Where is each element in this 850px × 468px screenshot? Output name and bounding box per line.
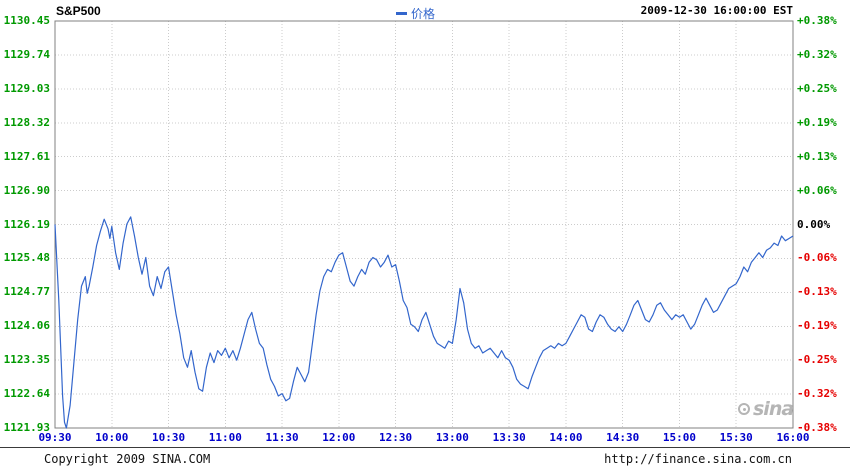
x-axis-label-time: 11:00 [208, 431, 242, 444]
y-axis-label-percent: +0.19% [797, 115, 837, 129]
x-axis-label-time: 15:00 [662, 431, 697, 444]
x-axis-label-time: 15:30 [719, 431, 753, 444]
sina-watermark-text: sina [753, 398, 794, 420]
x-axis-label-time: 13:30 [492, 431, 526, 444]
y-axis-label-price: 1125.48 [3, 251, 50, 265]
y-axis-label-percent: +0.13% [797, 149, 837, 163]
x-axis-label-time: 14:00 [549, 431, 583, 444]
x-axis-label-time: 11:30 [265, 431, 299, 444]
sina-watermark: sina [738, 398, 794, 420]
footer: Copyright 2009 SINA.COM http://finance.s… [0, 447, 850, 466]
y-axis-label-price: 1128.32 [3, 115, 50, 129]
x-axis-label-time: 12:30 [379, 431, 413, 444]
y-axis-label-percent: +0.06% [797, 183, 837, 197]
x-axis-label-time: 14:30 [606, 431, 640, 444]
timestamp-label: 2009-12-30 16:00:00 EST [640, 4, 793, 17]
y-axis-label-price: 1124.06 [3, 319, 50, 333]
y-axis-label-percent: -0.19% [797, 319, 837, 333]
y-axis-label-price: 1129.74 [3, 47, 50, 61]
y-axis-label-price: 1130.45 [3, 14, 50, 27]
price-line [54, 216, 794, 429]
y-axis-label-percent: -0.38% [797, 421, 837, 434]
y-axis-label-price: 1121.93 [3, 421, 50, 434]
y-axis-label-percent: -0.25% [797, 353, 837, 367]
legend-label: 价格 [411, 7, 436, 21]
y-axis-label-percent: -0.13% [797, 285, 837, 299]
y-axis-label-percent: +0.25% [797, 81, 837, 95]
copyright-text: Copyright 2009 SINA.COM [44, 452, 211, 466]
y-axis-label-price: 1126.19 [3, 217, 50, 231]
y-axis-label-percent: +0.38% [797, 14, 837, 27]
y-axis-label-percent: -0.32% [797, 387, 837, 401]
y-axis-label-price: 1126.90 [3, 183, 50, 197]
y-axis-label-price: 1129.03 [3, 81, 50, 95]
sina-eye-icon [738, 403, 750, 415]
symbol-label: S&P500 [56, 4, 101, 18]
y-axis-label-price: 1124.77 [3, 285, 50, 299]
y-axis-label-price: 1122.64 [3, 387, 50, 401]
y-axis-label-percent: 0.00% [797, 217, 831, 231]
price-line-legend-swatch [396, 12, 407, 15]
y-axis-label-price: 1123.35 [3, 353, 50, 367]
x-axis-label-time: 12:00 [322, 431, 356, 444]
x-axis-label-time: 09:30 [38, 431, 72, 444]
x-axis-label-time: 10:00 [95, 431, 129, 444]
x-axis-label-time: 10:30 [151, 431, 186, 444]
x-axis-label-time: 16:00 [776, 431, 810, 444]
x-axis-label-time: 13:00 [435, 431, 469, 444]
footer-url-link[interactable]: http://finance.sina.com.cn [604, 452, 792, 466]
y-axis-label-price: 1127.61 [3, 149, 50, 163]
y-axis-label-percent: +0.32% [797, 47, 837, 61]
legend: 价格 [396, 5, 435, 22]
y-axis-label-percent: -0.06% [797, 251, 837, 265]
